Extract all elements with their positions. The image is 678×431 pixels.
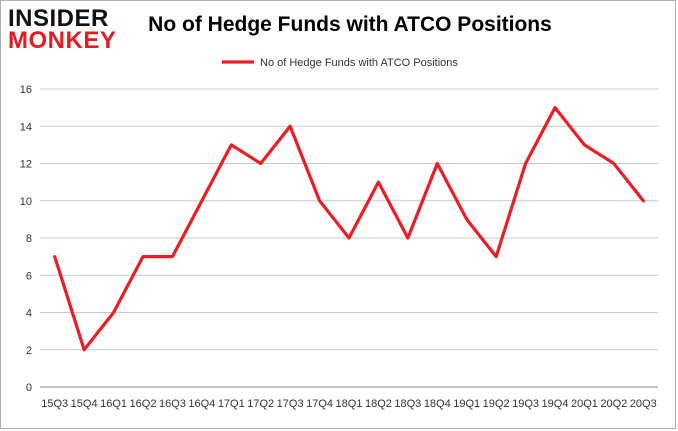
x-tick-label: 19Q2 <box>483 398 510 410</box>
x-tick-label: 16Q4 <box>188 398 215 410</box>
logo-line-2: MONKEY <box>8 27 117 54</box>
insider-monkey-logo: INSIDER MONKEY <box>8 5 126 56</box>
x-tick-label: 19Q3 <box>512 398 539 410</box>
y-tick-label: 16 <box>20 84 32 96</box>
x-tick-label: 16Q1 <box>100 398 127 410</box>
x-tick-label: 20Q1 <box>571 398 598 410</box>
y-tick-label: 4 <box>26 308 32 320</box>
x-tick-label: 18Q3 <box>394 398 421 410</box>
y-tick-label: 2 <box>26 345 32 357</box>
legend-label: No of Hedge Funds with ATCO Positions <box>260 57 458 69</box>
y-tick-label: 14 <box>20 121 32 133</box>
y-tick-label: 12 <box>20 159 32 171</box>
x-tick-label: 20Q2 <box>600 398 627 410</box>
x-tick-label: 17Q3 <box>277 398 304 410</box>
y-tick-label: 10 <box>20 196 32 208</box>
x-tick-label: 16Q3 <box>159 398 186 410</box>
x-tick-label: 15Q3 <box>41 398 68 410</box>
x-tick-label: 18Q4 <box>424 398 451 410</box>
x-tick-label: 19Q4 <box>542 398 569 410</box>
y-tick-label: 0 <box>26 382 32 394</box>
x-tick-label: 16Q2 <box>130 398 157 410</box>
x-tick-label: 15Q4 <box>71 398 98 410</box>
x-tick-label: 17Q4 <box>306 398 333 410</box>
logo-line-1: INSIDER <box>8 5 109 32</box>
x-tick-label: 17Q2 <box>247 398 274 410</box>
x-tick-label: 19Q1 <box>453 398 480 410</box>
x-tick-label: 18Q2 <box>365 398 392 410</box>
x-tick-label: 18Q1 <box>336 398 363 410</box>
x-tick-label: 20Q3 <box>630 398 657 410</box>
y-tick-label: 6 <box>26 270 32 282</box>
y-tick-label: 8 <box>26 233 32 245</box>
x-tick-label: 17Q1 <box>218 398 245 410</box>
series-line <box>53 106 645 352</box>
chart-title: No of Hedge Funds with ATCO Positions <box>148 13 552 36</box>
